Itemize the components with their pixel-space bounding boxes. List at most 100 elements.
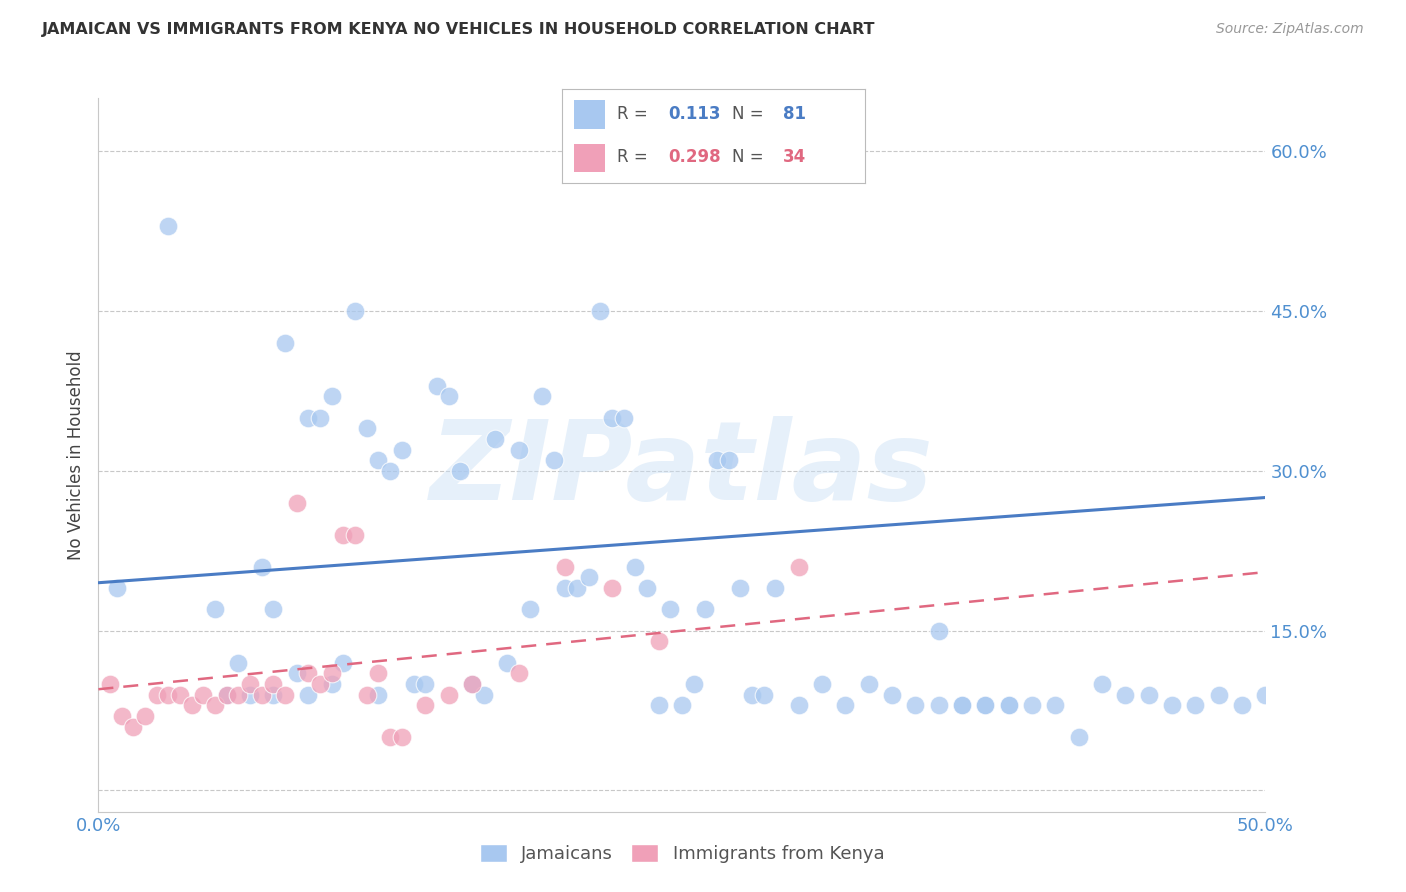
Point	[752, 688, 775, 702]
Point	[974, 698, 997, 713]
Text: N =: N =	[731, 104, 769, 122]
Point	[413, 698, 436, 713]
Point	[508, 442, 530, 457]
Point	[1184, 698, 1206, 713]
Point	[1045, 698, 1067, 713]
Point	[367, 666, 389, 681]
Point	[215, 688, 238, 702]
Point	[98, 677, 121, 691]
Bar	[575, 144, 605, 171]
Point	[344, 304, 367, 318]
Point	[309, 677, 332, 691]
Point	[508, 666, 530, 681]
Point	[682, 677, 704, 691]
Point	[239, 688, 262, 702]
Text: 34: 34	[783, 148, 806, 166]
Point	[204, 602, 226, 616]
Point	[391, 442, 413, 457]
Point	[519, 602, 541, 616]
Point	[671, 698, 693, 713]
Text: 81: 81	[783, 104, 806, 122]
Point	[613, 410, 636, 425]
Point	[741, 688, 763, 702]
Point	[391, 730, 413, 744]
Point	[659, 602, 682, 616]
Point	[1091, 677, 1114, 691]
Point	[1067, 730, 1090, 744]
Point	[950, 698, 973, 713]
Point	[811, 677, 834, 691]
Point	[285, 666, 308, 681]
Point	[274, 688, 297, 702]
Point	[880, 688, 903, 702]
Point	[1021, 698, 1043, 713]
Point	[169, 688, 191, 702]
Point	[928, 624, 950, 638]
Point	[297, 410, 319, 425]
Point	[413, 677, 436, 691]
Point	[578, 570, 600, 584]
Point	[461, 677, 484, 691]
Point	[344, 528, 367, 542]
Point	[589, 304, 612, 318]
Point	[180, 698, 202, 713]
Point	[157, 219, 180, 233]
Point	[997, 698, 1019, 713]
Point	[1114, 688, 1136, 702]
Point	[309, 410, 332, 425]
Point	[297, 688, 319, 702]
Text: JAMAICAN VS IMMIGRANTS FROM KENYA NO VEHICLES IN HOUSEHOLD CORRELATION CHART: JAMAICAN VS IMMIGRANTS FROM KENYA NO VEH…	[42, 22, 876, 37]
Point	[378, 464, 402, 478]
Point	[461, 677, 484, 691]
Bar	[575, 101, 605, 128]
Point	[1161, 698, 1184, 713]
Point	[695, 602, 717, 616]
Point	[717, 453, 740, 467]
Point	[262, 677, 284, 691]
Point	[706, 453, 728, 467]
Point	[297, 666, 319, 681]
Y-axis label: No Vehicles in Household: No Vehicles in Household	[67, 350, 86, 560]
Point	[787, 698, 810, 713]
Point	[565, 581, 588, 595]
Point	[600, 581, 623, 595]
Point	[472, 688, 495, 702]
Point	[134, 709, 156, 723]
Text: 0.298: 0.298	[668, 148, 721, 166]
Point	[122, 719, 145, 733]
Point	[904, 698, 927, 713]
Point	[228, 688, 250, 702]
Point	[730, 581, 752, 595]
Point	[1254, 688, 1277, 702]
Point	[262, 688, 284, 702]
Point	[321, 666, 343, 681]
Point	[332, 528, 354, 542]
Point	[950, 698, 973, 713]
Point	[787, 559, 810, 574]
Point	[250, 559, 273, 574]
Point	[1230, 698, 1253, 713]
Point	[543, 453, 565, 467]
Point	[484, 432, 506, 446]
Point	[530, 389, 553, 403]
Text: R =: R =	[617, 104, 652, 122]
Point	[356, 688, 378, 702]
Point	[647, 698, 669, 713]
Point	[449, 464, 471, 478]
Point	[105, 581, 128, 595]
Point	[437, 389, 460, 403]
Point	[111, 709, 134, 723]
Point	[834, 698, 856, 713]
Text: 0.113: 0.113	[668, 104, 721, 122]
Point	[204, 698, 226, 713]
Point	[763, 581, 786, 595]
Point	[239, 677, 262, 691]
Point	[285, 496, 308, 510]
Text: N =: N =	[731, 148, 769, 166]
Text: R =: R =	[617, 148, 652, 166]
Point	[146, 688, 169, 702]
Point	[321, 389, 343, 403]
Text: ZIPatlas: ZIPatlas	[430, 416, 934, 523]
Point	[495, 656, 517, 670]
Point	[402, 677, 425, 691]
